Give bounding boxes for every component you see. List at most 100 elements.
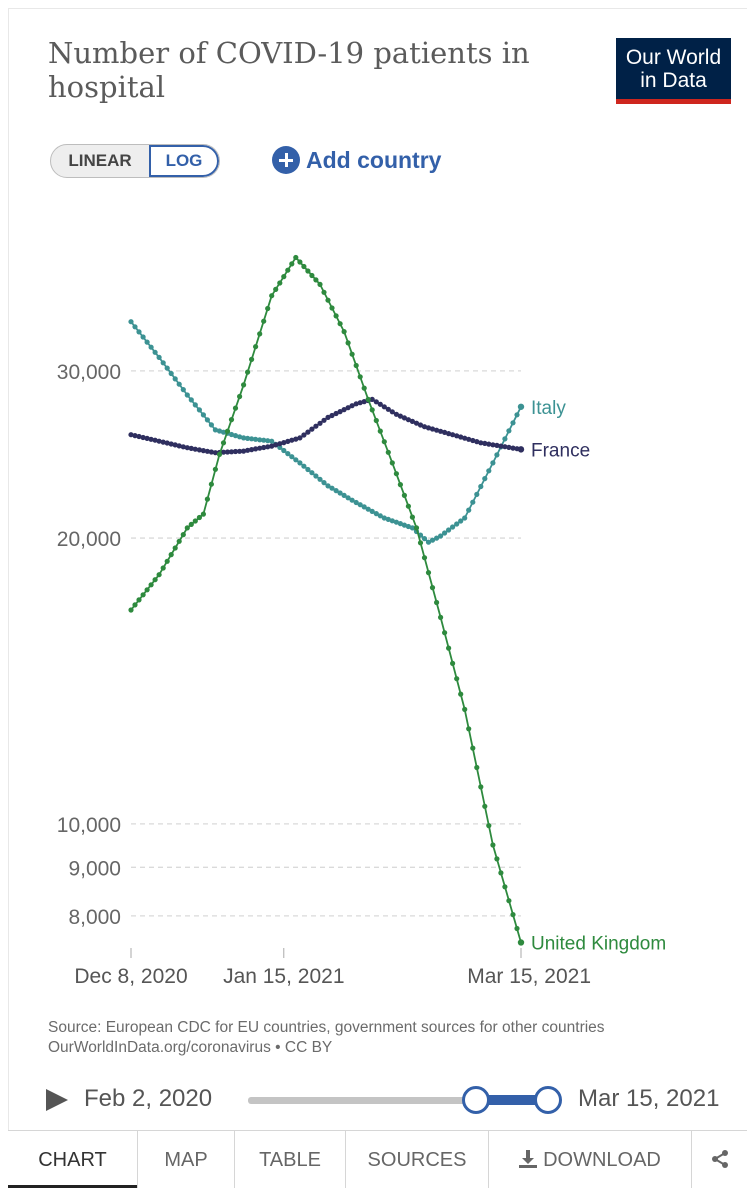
united-kingdom-point: [510, 912, 516, 918]
italy-point: [200, 412, 206, 418]
italy-point: [216, 428, 223, 434]
italy-point: [257, 437, 263, 443]
tab-table[interactable]: TABLE: [235, 1131, 346, 1188]
log-scale-button[interactable]: LOG: [149, 145, 219, 177]
italy-point: [393, 519, 399, 525]
france-point: [289, 437, 295, 443]
united-kingdom-point: [293, 254, 299, 261]
united-kingdom-point: [458, 691, 464, 697]
tab-map[interactable]: MAP: [138, 1131, 235, 1188]
italy-point: [470, 499, 476, 505]
add-country-button[interactable]: Add country: [272, 144, 441, 176]
source-line-1: Source: European CDC for EU countries, g…: [48, 1019, 605, 1036]
italy-point: [132, 324, 138, 330]
timeline-end-handle[interactable]: [534, 1086, 562, 1114]
france-point: [188, 445, 194, 451]
italy-point: [180, 387, 186, 393]
united-kingdom-point: [365, 396, 371, 402]
united-kingdom-point: [377, 428, 383, 434]
france-point: [345, 405, 351, 411]
united-kingdom-point: [349, 351, 355, 357]
italy-point: [317, 476, 323, 482]
timeline-start-handle[interactable]: [462, 1086, 490, 1114]
france-point: [249, 447, 255, 453]
italy-point: [377, 513, 383, 519]
united-kingdom-point: [237, 393, 243, 400]
owid-logo[interactable]: Our World in Data: [616, 38, 731, 104]
timeline-track[interactable]: [248, 1097, 548, 1104]
italy-point: [514, 412, 520, 418]
italy-point: [389, 518, 395, 524]
france-point: [245, 447, 251, 453]
tab-sources[interactable]: SOURCES: [346, 1131, 489, 1188]
united-kingdom-point: [361, 385, 367, 391]
france-point: [373, 399, 379, 405]
italy-point: [442, 530, 448, 536]
united-kingdom-point: [241, 382, 247, 388]
italy-point: [228, 431, 235, 438]
united-kingdom-point: [253, 344, 259, 350]
add-country-label: Add country: [306, 146, 442, 173]
united-kingdom-point: [140, 592, 146, 598]
united-kingdom-point: [454, 676, 460, 682]
united-kingdom-point: [442, 630, 448, 636]
france-point: [438, 428, 444, 434]
united-kingdom-point: [196, 514, 202, 521]
united-kingdom-point: [212, 466, 218, 472]
italy-point: [369, 508, 375, 514]
france-point: [397, 413, 403, 419]
tab-download[interactable]: DOWNLOAD: [489, 1131, 692, 1188]
united-kingdom-point: [184, 525, 190, 531]
source-line-2[interactable]: OurWorldInData.org/coronavirus • CC BY: [48, 1039, 333, 1056]
play-icon[interactable]: [46, 1089, 68, 1111]
france-point: [253, 446, 259, 452]
france-point: [180, 444, 186, 450]
united-kingdom-point: [297, 259, 303, 265]
france-point: [148, 436, 154, 442]
france-point: [425, 425, 432, 431]
united-kingdom-point: [144, 587, 150, 593]
italy-point: [510, 420, 516, 426]
italy-point: [204, 417, 210, 423]
united-kingdom-point: [285, 267, 291, 273]
france-point: [285, 438, 291, 444]
france-point: [417, 422, 424, 428]
italy-point: [405, 523, 411, 530]
united-kingdom-point: [228, 417, 235, 423]
italy-point: [454, 521, 460, 527]
france-point: [140, 434, 146, 441]
france-point: [429, 426, 436, 432]
france-point: [421, 424, 428, 430]
italy-point: [168, 370, 174, 377]
united-kingdom-point: [265, 305, 271, 312]
france-point: [152, 437, 158, 443]
italy-point: [176, 381, 182, 387]
italy-point: [208, 422, 214, 428]
italy-point: [446, 527, 452, 533]
scale-toggle[interactable]: LINEAR LOG: [50, 144, 220, 178]
united-kingdom-point: [466, 726, 472, 732]
italy-point: [409, 525, 415, 531]
united-kingdom-point: [309, 272, 315, 279]
united-kingdom-point: [313, 277, 319, 283]
italy-point: [148, 344, 154, 350]
italy-point: [140, 334, 146, 340]
source-note: Source: European CDC for EU countries, g…: [48, 1018, 605, 1058]
tab-bar: CHART MAP TABLE SOURCES DOWNLOAD: [8, 1130, 747, 1188]
united-kingdom-point: [470, 745, 476, 751]
united-kingdom-point: [393, 471, 399, 477]
united-kingdom-point: [478, 784, 484, 790]
italy-point: [434, 535, 440, 541]
united-kingdom-point: [397, 482, 403, 488]
italy-point: [309, 470, 315, 476]
italy-point: [128, 319, 134, 325]
linear-scale-button[interactable]: LINEAR: [68, 151, 132, 170]
italy-point: [285, 451, 291, 457]
y-tick-label: 9,000: [68, 857, 121, 880]
united-kingdom-point: [321, 289, 327, 295]
united-kingdom-point: [498, 870, 504, 876]
share-button[interactable]: [692, 1131, 747, 1188]
tab-chart[interactable]: CHART: [8, 1131, 138, 1188]
france-point: [494, 442, 500, 448]
united-kingdom-point: [325, 297, 331, 303]
